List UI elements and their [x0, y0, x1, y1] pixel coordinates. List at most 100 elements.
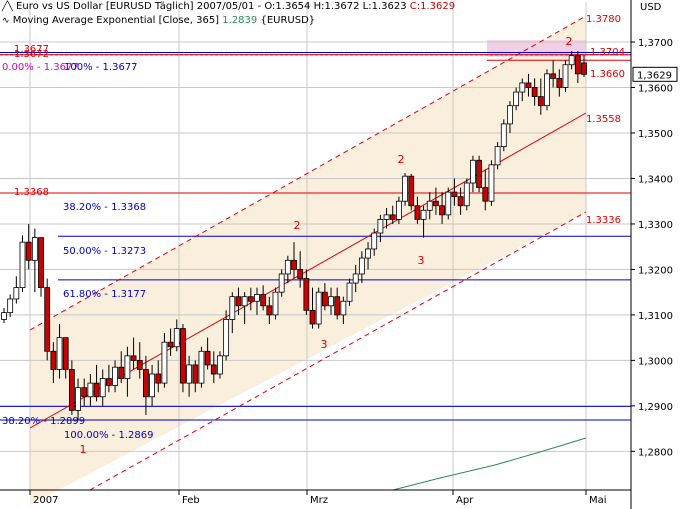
candle-body[interactable]: [507, 105, 513, 125]
time-tick-label: Mrz: [310, 495, 328, 506]
candle-body[interactable]: [494, 146, 501, 166]
candle-body[interactable]: [377, 218, 384, 234]
candle-body[interactable]: [173, 328, 180, 348]
candle-body[interactable]: [13, 287, 20, 300]
candle-body[interactable]: [112, 366, 118, 386]
candle-body[interactable]: [550, 73, 557, 79]
candle-body[interactable]: [383, 214, 390, 220]
candle-body[interactable]: [235, 296, 242, 307]
candle-body[interactable]: [408, 175, 415, 207]
candle-body[interactable]: [395, 200, 402, 220]
candle-body[interactable]: [87, 382, 94, 398]
candle-body[interactable]: [445, 191, 452, 216]
candle-body[interactable]: [99, 378, 106, 398]
candle-body[interactable]: [315, 291, 322, 325]
candle-body[interactable]: [531, 87, 538, 97]
candle-body[interactable]: [389, 214, 396, 220]
candle-body[interactable]: [124, 355, 131, 379]
candle-body[interactable]: [56, 337, 63, 370]
candle-body[interactable]: [457, 196, 464, 207]
candle-body[interactable]: [297, 269, 304, 279]
candle-body[interactable]: [223, 319, 230, 357]
candle-body[interactable]: [93, 382, 100, 398]
candle-body[interactable]: [186, 364, 193, 384]
candle-body[interactable]: [241, 296, 248, 307]
candle-body[interactable]: [556, 78, 563, 88]
candle-body[interactable]: [38, 237, 44, 289]
candle-body[interactable]: [19, 241, 26, 289]
candle-body[interactable]: [568, 55, 575, 66]
candle-body[interactable]: [414, 205, 421, 220]
candle-body[interactable]: [192, 364, 199, 384]
candle-body[interactable]: [50, 350, 57, 370]
candle-body[interactable]: [217, 355, 223, 375]
candle-body[interactable]: [1, 312, 7, 320]
candle-body[interactable]: [284, 259, 291, 275]
candle-body[interactable]: [309, 309, 316, 325]
candle-body[interactable]: [278, 273, 285, 293]
channel-fill: [30, 16, 586, 505]
candle-body[interactable]: [334, 296, 341, 316]
fib-label: 61.80% - 1.3177: [63, 289, 146, 300]
candle-body[interactable]: [68, 369, 75, 411]
candle-body[interactable]: [291, 259, 297, 270]
candle-body[interactable]: [358, 257, 365, 275]
candle-body[interactable]: [303, 278, 310, 311]
candle-body[interactable]: [321, 291, 328, 307]
candle-body[interactable]: [143, 369, 149, 398]
candle-body[interactable]: [537, 96, 544, 107]
candle-body[interactable]: [433, 200, 439, 207]
candle-body[interactable]: [340, 300, 347, 316]
candle-body[interactable]: [426, 200, 433, 211]
candle-body[interactable]: [581, 62, 587, 75]
candle-body[interactable]: [118, 366, 125, 379]
candle-body[interactable]: [451, 191, 458, 198]
candle-body[interactable]: [420, 209, 427, 220]
candle-body[interactable]: [488, 164, 495, 202]
candle-body[interactable]: [180, 328, 186, 384]
candle-body[interactable]: [328, 296, 334, 307]
candle-body[interactable]: [574, 55, 581, 75]
candle-body[interactable]: [81, 387, 88, 398]
candle-body[interactable]: [62, 337, 69, 370]
candle-body[interactable]: [198, 350, 205, 384]
candle-body[interactable]: [31, 237, 38, 261]
candle-body[interactable]: [247, 296, 254, 302]
candle-body[interactable]: [346, 282, 353, 302]
candle-body[interactable]: [463, 182, 470, 207]
candle-body[interactable]: [254, 294, 260, 302]
candle-body[interactable]: [25, 241, 32, 261]
candle-body[interactable]: [500, 123, 507, 148]
candle-body[interactable]: [204, 350, 211, 366]
candle-body[interactable]: [75, 387, 81, 411]
candle-body[interactable]: [136, 359, 143, 370]
candle-body[interactable]: [210, 364, 217, 375]
candle-body[interactable]: [470, 159, 476, 184]
candle-body[interactable]: [525, 82, 532, 88]
candle-body[interactable]: [352, 273, 359, 284]
candle-body[interactable]: [482, 187, 489, 202]
candle-body[interactable]: [519, 82, 526, 93]
candle-body[interactable]: [544, 73, 550, 107]
candle-body[interactable]: [44, 287, 51, 352]
candle-body[interactable]: [439, 205, 445, 216]
candle-body[interactable]: [365, 248, 371, 259]
candle-body[interactable]: [476, 159, 483, 188]
candle-body[interactable]: [7, 298, 14, 314]
candle-body[interactable]: [371, 232, 378, 250]
candle-body[interactable]: [105, 378, 112, 386]
candle-body[interactable]: [513, 91, 520, 107]
candle-body[interactable]: [149, 373, 155, 398]
candle-body[interactable]: [229, 296, 236, 320]
candle-body[interactable]: [272, 291, 279, 316]
candle-body[interactable]: [260, 294, 267, 307]
candle-body[interactable]: [266, 305, 273, 316]
candle-body[interactable]: [167, 341, 174, 348]
candle-body[interactable]: [562, 64, 569, 88]
candle-body[interactable]: [161, 341, 168, 384]
candle-body[interactable]: [155, 373, 162, 384]
candle-body[interactable]: [402, 175, 408, 202]
candle-body[interactable]: [130, 355, 137, 361]
